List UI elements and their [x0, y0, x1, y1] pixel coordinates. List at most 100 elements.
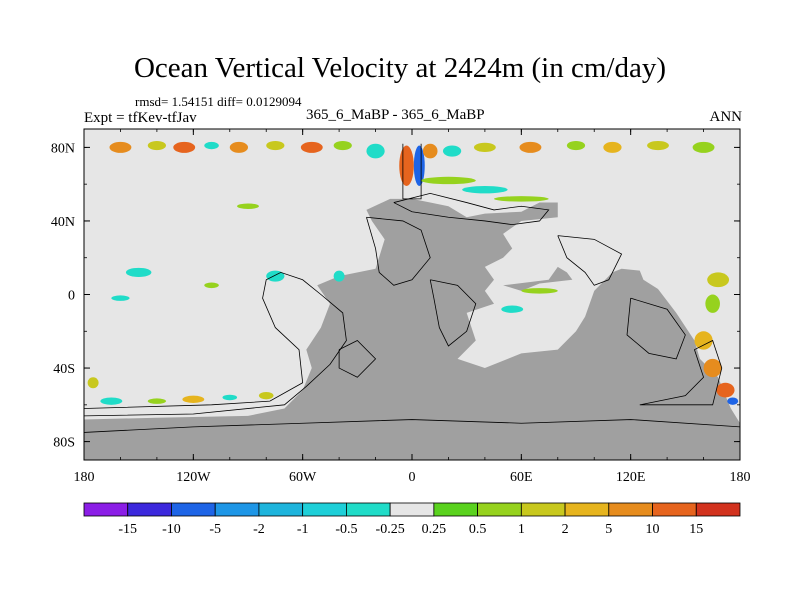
x-tick-label: 180 [74, 470, 95, 485]
anomaly-patch [182, 395, 205, 403]
colorbar-label: 5 [605, 522, 612, 537]
coastline [429, 279, 477, 347]
y-tick-label: 40S [53, 362, 75, 377]
anomaly-patch [222, 394, 238, 401]
colorbar-label: 0.25 [422, 522, 447, 537]
colorbar-swatch [127, 502, 172, 517]
coastline [84, 272, 347, 417]
anomaly-patch [399, 145, 414, 187]
y-tick-label: 0 [68, 289, 75, 304]
x-tick-label: 180 [730, 470, 751, 485]
anomaly-patch [300, 141, 323, 153]
colorbar-label: 0.5 [469, 522, 487, 537]
anomaly-patch [258, 391, 274, 400]
colorbar-swatch [433, 502, 479, 517]
coastline [402, 143, 422, 200]
anomaly-patch [647, 140, 669, 151]
colorbar-swatch [83, 502, 129, 517]
anomaly-patch [147, 398, 166, 404]
anomaly-patch [707, 272, 730, 288]
x-tick-label: 60W [289, 470, 317, 485]
colorbar-label: -5 [209, 522, 221, 537]
coastline [84, 419, 740, 433]
anomaly-patch [204, 141, 219, 150]
anomaly-patch [462, 186, 508, 194]
anomaly-patch [519, 141, 542, 153]
anomaly-patch [703, 358, 722, 378]
coastline [626, 297, 686, 360]
experiment-label: Expt = tfKev-tfJav [84, 110, 197, 126]
anomaly-patch [204, 282, 219, 289]
coastline [639, 339, 723, 406]
y-tick-label: 80S [53, 436, 75, 451]
colorbar-swatch [171, 502, 216, 517]
x-tick-label: 120W [176, 470, 211, 485]
colorbar-swatch [652, 502, 697, 517]
stats-line: rmsd= 1.54151 diff= 0.0129094 [135, 94, 302, 109]
colorbar-label: 1 [518, 522, 525, 537]
colorbar-label: -10 [162, 522, 181, 537]
colorbar-swatch [695, 502, 741, 517]
case-label: 365_6_MaBP - 365_6_MaBP [306, 107, 485, 123]
anomaly-patch [473, 142, 496, 152]
x-tick-label: 60E [510, 470, 533, 485]
colorbar-label: -0.25 [376, 522, 405, 537]
colorbar-swatch [214, 502, 260, 517]
anomaly-patch [521, 288, 558, 294]
anomaly-patch [333, 140, 352, 151]
anomaly-patch [237, 203, 259, 209]
anomaly-patch [727, 397, 739, 405]
x-tick-label: 0 [409, 470, 416, 485]
colorbar-swatch [258, 502, 304, 517]
anomaly-patch [422, 143, 438, 159]
anomaly-patch [603, 141, 622, 153]
colorbar-swatch [608, 502, 653, 517]
anomaly-patch [421, 176, 476, 185]
chart-title: Ocean Vertical Velocity at 2424m (in cm/… [133, 52, 667, 84]
colorbar-swatch [520, 502, 566, 517]
anomaly-patch [266, 140, 285, 151]
colorbar-label: -0.5 [335, 522, 357, 537]
colorbar-label: -15 [118, 522, 137, 537]
anomaly-patch [694, 331, 713, 350]
anomaly-patch [111, 295, 130, 301]
colorbar-swatch [477, 502, 522, 517]
colorbar-label: -2 [253, 522, 265, 537]
anomaly-patch [266, 270, 285, 282]
colorbar-label: 10 [646, 522, 660, 537]
y-tick-label: 40N [51, 215, 75, 230]
season-label: ANN [709, 109, 743, 125]
anomaly-patch [566, 140, 586, 151]
anomaly-patch [366, 143, 385, 159]
colorbar-swatch [302, 502, 347, 517]
colorbar-swatch [389, 502, 435, 517]
coastline [393, 192, 550, 226]
anomaly-patch [229, 141, 248, 153]
anomaly-patch [716, 382, 735, 398]
colorbar-label: 15 [689, 522, 703, 537]
coastline [338, 339, 377, 378]
land-mask [84, 198, 740, 460]
anomaly-patch [442, 145, 462, 157]
anomaly-patch [692, 141, 715, 153]
colorbar-label: 2 [562, 522, 569, 537]
anomaly-patch [501, 305, 524, 313]
colorbar-label: -1 [297, 522, 309, 537]
anomaly-patch [333, 270, 345, 282]
x-tick-label: 120E [616, 470, 646, 485]
anomaly-patch [413, 145, 425, 187]
anomaly-patch [100, 397, 123, 405]
land-mask [503, 266, 573, 291]
anomaly-patch [109, 141, 132, 153]
colorbar-swatch [564, 502, 610, 517]
colorbar-swatch [345, 502, 391, 517]
anomaly-patch [493, 196, 549, 202]
anomaly-patch [147, 140, 166, 151]
coastline [557, 235, 623, 286]
anomaly-patch [705, 294, 720, 313]
anomaly-patch [87, 377, 99, 389]
anomaly-patch [173, 141, 196, 153]
y-tick-label: 80N [51, 141, 75, 156]
coastline [366, 216, 431, 286]
